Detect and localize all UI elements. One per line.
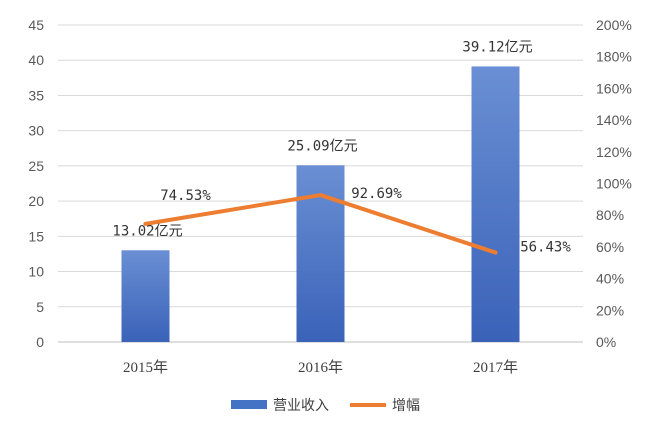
bar-data-label: 39.12亿元 <box>462 39 532 55</box>
left-axis-ticks: 0 5 10 15 20 25 30 35 40 45 <box>28 17 44 350</box>
legend-swatch-revenue <box>231 400 267 409</box>
right-tick-label: 160% <box>596 80 632 96</box>
right-tick-label: 120% <box>596 144 632 160</box>
left-tick-label: 40 <box>28 52 44 68</box>
right-axis-ticks: 0% 20% 40% 60% 80% 100% 120% 140% 160% 180% 200% <box>596 17 632 350</box>
left-tick-label: 5 <box>36 299 44 315</box>
legend-label-revenue: 营业收入 <box>273 397 329 413</box>
data-labels: 13.02亿元 25.09亿元 39.12亿元 74.53% 92.69% 56.43% <box>112 39 571 255</box>
bar <box>296 165 345 342</box>
x-category-label: 2017年 <box>473 359 518 376</box>
bar <box>471 66 520 343</box>
legend-label-growth: 增幅 <box>392 397 420 413</box>
right-tick-label: 80% <box>596 207 624 223</box>
line-point <box>493 250 498 255</box>
bar <box>121 250 170 342</box>
line-data-label: 92.69% <box>351 186 402 202</box>
right-tick-label: 200% <box>596 17 632 33</box>
left-tick-label: 10 <box>28 264 44 280</box>
line-data-label: 56.43% <box>520 240 571 256</box>
legend: 营业收入 增幅 <box>231 397 420 413</box>
right-tick-label: 140% <box>596 112 632 128</box>
bar-series <box>121 66 520 343</box>
x-category-label: 2016年 <box>298 359 343 376</box>
left-tick-label: 30 <box>28 123 44 139</box>
right-tick-label: 60% <box>596 239 624 255</box>
right-tick-label: 100% <box>596 176 632 192</box>
bar-data-label: 13.02亿元 <box>112 223 182 239</box>
x-category-label: 2015年 <box>123 359 168 376</box>
left-tick-label: 20 <box>28 193 44 209</box>
line-series <box>143 193 498 255</box>
left-tick-label: 0 <box>36 334 44 350</box>
right-tick-label: 180% <box>596 49 632 65</box>
line-point <box>318 193 323 198</box>
right-tick-label: 20% <box>596 302 624 318</box>
x-axis-categories: 2015年 2016年 2017年 <box>123 359 518 376</box>
left-tick-label: 35 <box>28 87 44 103</box>
left-tick-label: 25 <box>28 158 44 174</box>
right-tick-label: 0% <box>596 334 616 350</box>
right-tick-label: 40% <box>596 271 624 287</box>
line-point <box>143 221 148 226</box>
line-data-label: 74.53% <box>160 188 211 204</box>
bar-data-label: 25.09亿元 <box>287 138 357 154</box>
left-tick-label: 15 <box>28 228 44 244</box>
left-tick-label: 45 <box>28 17 44 33</box>
